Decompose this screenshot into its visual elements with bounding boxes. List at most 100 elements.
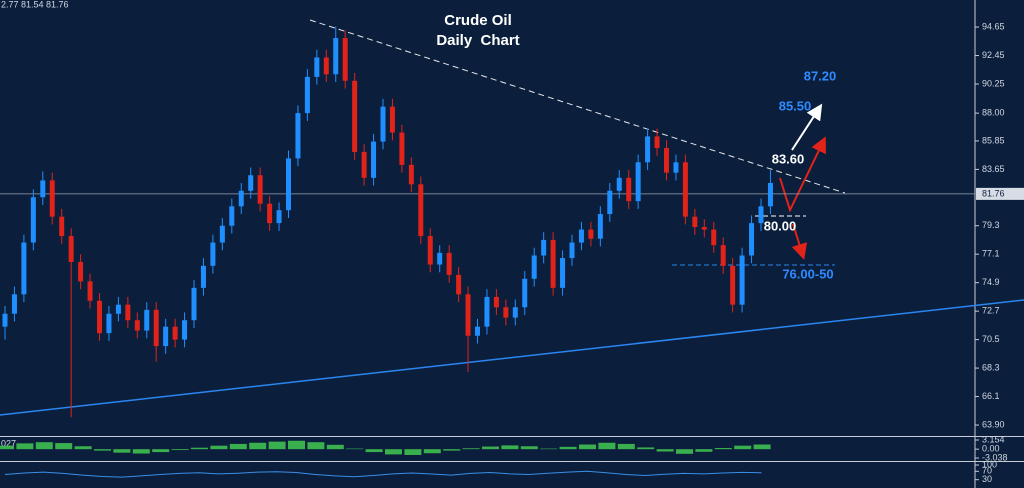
header-values: 2.77 81.54 81.76 xyxy=(1,0,69,9)
indicator-line xyxy=(4,470,762,478)
histogram-bar xyxy=(346,448,364,450)
histogram-bar xyxy=(249,442,267,450)
candle-body xyxy=(739,255,745,305)
candle-body xyxy=(191,287,197,321)
histogram-bar xyxy=(520,446,538,450)
histogram-bar xyxy=(55,443,73,450)
histogram-bar xyxy=(307,442,325,450)
candle-body xyxy=(21,242,27,295)
candle-body xyxy=(352,80,358,152)
candle-body xyxy=(475,326,480,336)
candle-body xyxy=(68,236,74,262)
last-price-tag xyxy=(976,187,1024,200)
indicator-label: 027 xyxy=(1,438,16,448)
histogram-bar xyxy=(404,449,422,455)
y-tick-label: 77.1 xyxy=(982,249,1000,259)
y-tick-label: 85.85 xyxy=(982,135,1005,145)
candle-body xyxy=(673,162,679,173)
histogram-bar xyxy=(171,449,189,451)
candle-body xyxy=(200,265,206,288)
histogram-bar xyxy=(482,446,499,450)
chart-subtitle: Daily Chart xyxy=(436,32,519,49)
histogram-bar xyxy=(695,449,713,452)
y-tick-label: 88.00 xyxy=(982,107,1005,117)
candle-body xyxy=(163,326,169,347)
chart-title: Crude Oil xyxy=(444,12,512,29)
candle-body xyxy=(682,162,688,217)
candle-body xyxy=(427,236,433,265)
y-tick-label: 83.65 xyxy=(982,164,1005,174)
histogram-bar xyxy=(617,443,635,450)
candle-body xyxy=(645,136,651,163)
candle-body xyxy=(692,216,698,228)
candle-body xyxy=(767,183,773,207)
candle-body xyxy=(626,177,632,202)
histogram-bar xyxy=(210,445,228,450)
y-tick-label: 70 xyxy=(982,466,992,476)
histogram-bar xyxy=(268,441,286,450)
histogram-bar xyxy=(94,449,111,451)
arrow xyxy=(791,223,808,260)
candle-body xyxy=(78,261,84,282)
candle-body xyxy=(333,38,339,75)
candle-body xyxy=(182,320,188,340)
candle-body xyxy=(616,177,622,191)
y-tick-label: 70.5 xyxy=(982,334,1000,344)
y-tick-label: 30 xyxy=(982,474,992,484)
histogram-bar xyxy=(74,446,92,450)
support-trendline xyxy=(0,299,1024,416)
candle-body xyxy=(87,281,93,301)
candle-body xyxy=(267,203,273,224)
histogram-bar xyxy=(714,448,732,450)
candle-body xyxy=(569,242,575,259)
candle-body xyxy=(276,210,282,224)
y-tick-label: 66.1 xyxy=(982,391,1000,401)
y-tick-label: 92.45 xyxy=(982,50,1005,60)
candle-body xyxy=(106,313,112,334)
candle-body xyxy=(550,239,556,288)
histogram-bar xyxy=(753,444,771,450)
annotation: 87.20 xyxy=(804,68,837,83)
candle-body xyxy=(730,265,736,305)
candle-body xyxy=(418,184,424,237)
candle-body xyxy=(295,113,301,159)
candle-body xyxy=(59,216,65,237)
y-tick-label: -3.038 xyxy=(982,452,1008,462)
candle-body xyxy=(484,296,490,327)
candle-body xyxy=(749,223,755,256)
candle-body xyxy=(115,304,121,314)
candle-body xyxy=(597,214,603,239)
candle-body xyxy=(408,164,414,185)
candle-body xyxy=(2,313,8,327)
y-tick-label: 72.7 xyxy=(982,306,1000,316)
histogram-bar xyxy=(598,442,616,450)
histogram-bar xyxy=(501,445,519,450)
histogram-bar xyxy=(35,442,53,450)
candle-body xyxy=(40,180,46,198)
y-tick-label: 100 xyxy=(982,459,997,469)
annotation: 80.00 xyxy=(764,218,797,233)
histogram-bar xyxy=(113,449,131,453)
histogram-bar xyxy=(229,443,247,450)
candle-body xyxy=(380,106,386,142)
histogram-bar xyxy=(559,446,577,450)
histogram-bar xyxy=(16,443,34,450)
annotation: 76.00-50 xyxy=(782,266,833,281)
candle-body xyxy=(238,190,244,207)
candle-body xyxy=(30,197,36,243)
candle-body xyxy=(342,38,348,81)
histogram-bar xyxy=(385,449,402,455)
candle-body xyxy=(512,307,518,318)
candle-body xyxy=(456,274,462,295)
candle-body xyxy=(607,190,613,215)
candle-body xyxy=(503,307,509,318)
candle-body xyxy=(389,106,395,133)
candle-body xyxy=(720,245,726,266)
histogram-bar xyxy=(734,445,752,450)
candle-body xyxy=(701,227,707,230)
histogram-bar xyxy=(579,444,596,450)
arrow xyxy=(779,136,826,213)
